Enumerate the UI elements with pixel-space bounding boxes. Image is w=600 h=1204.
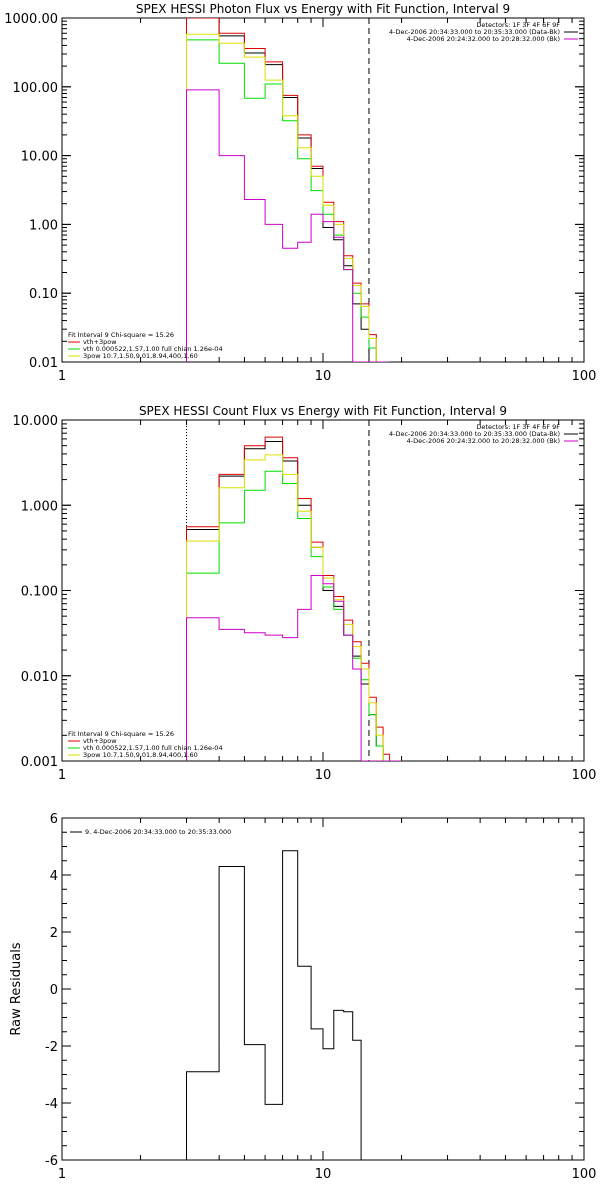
y-tick-label: 100.00 xyxy=(13,81,59,96)
x-tick-label: 100 xyxy=(572,1167,597,1182)
chart-panel-2: SPEX HESSI Count Flux vs Energy with Fit… xyxy=(13,404,597,783)
plot-frame xyxy=(61,817,585,1161)
x-tick-label: 10 xyxy=(315,1167,332,1182)
series-line-4 xyxy=(186,454,402,761)
y-tick-label: 1.00 xyxy=(29,218,58,233)
legend-text: vth+3pow xyxy=(83,737,117,745)
legend-text: 3pow 10.7,1.50,9.01,8.94,400,1.60 xyxy=(83,352,198,360)
legend-text: 9. 4-Dec-2006 20:34:33.000 to 20:35:33.0… xyxy=(85,828,231,836)
y-tick-label: 2 xyxy=(50,926,58,941)
legend-text: 4-Dec-2006 20:24:32.000 to 20:28:32.000 … xyxy=(407,35,560,43)
x-tick-label: 10 xyxy=(315,369,332,384)
legend-text: vth 0.000522,1.57,1.00 full chian 1.26e-… xyxy=(83,744,223,752)
series-line-1 xyxy=(186,850,362,1160)
legend-text: Fit Interval 9 Chi-square = 15.26 xyxy=(68,331,174,339)
chart-panel-3: 1 10 100 6 4 2 0 -2 -4 -6 Raw Residuals 9. 4-Dec-20… xyxy=(9,812,596,1182)
y-tick-label: -6 xyxy=(45,1154,58,1169)
series-group xyxy=(186,850,362,1160)
legend-text: Detectors: 1F 3F 4F 6F 9F xyxy=(476,21,560,29)
y-tick-label: 0.100 xyxy=(21,585,58,600)
chart-title: SPEX HESSI Photon Flux vs Energy with Fi… xyxy=(136,2,510,16)
legend-text: 3pow 10.7,1.50,9.01,8.94,400,1.60 xyxy=(83,751,198,759)
x-tick-label: 100 xyxy=(572,768,597,783)
x-tick-label: 10 xyxy=(315,768,332,783)
y-tick-label: 1.000 xyxy=(21,499,58,514)
series-line-5 xyxy=(186,89,390,362)
chart-title: SPEX HESSI Count Flux vs Energy with Fit… xyxy=(139,404,507,418)
chart-panel-1: SPEX HESSI Photon Flux vs Energy with Fi… xyxy=(4,2,596,384)
y-tick-label: 6 xyxy=(50,812,58,827)
series-line-5 xyxy=(186,575,402,761)
legend-text: 4-Dec-2006 20:34:33.000 to 20:35:33.000 … xyxy=(389,28,560,36)
y-tick-label: -2 xyxy=(45,1040,58,1055)
series-line-1 xyxy=(186,18,390,362)
y-tick-label: 0.010 xyxy=(21,670,58,685)
legend-text: Fit Interval 9 Chi-square = 15.26 xyxy=(68,730,174,738)
x-tick-label: 1 xyxy=(58,369,66,384)
y-tick-label: 10.00 xyxy=(21,150,58,165)
legend-text: vth+3pow xyxy=(83,338,117,346)
y-tick-label: -4 xyxy=(45,1097,58,1112)
x-tick-label: 1 xyxy=(58,1167,66,1182)
legend-text: Detectors: 1F 3F 4F 6F 9F xyxy=(476,423,560,431)
y-tick-label: 0.001 xyxy=(21,755,58,770)
y-tick-label: 0.01 xyxy=(29,356,58,371)
y-tick-label: 0 xyxy=(50,983,58,998)
series-line-2 xyxy=(186,18,390,362)
y-tick-label: 4 xyxy=(50,869,58,884)
y-axis-label: Raw Residuals xyxy=(9,942,24,1035)
legend-text: 4-Dec-2006 20:34:33.000 to 20:35:33.000 … xyxy=(389,430,560,438)
series-group xyxy=(186,18,390,362)
series-line-4 xyxy=(186,33,390,362)
x-tick-label: 100 xyxy=(572,369,597,384)
legend-text: 4-Dec-2006 20:24:32.000 to 20:28:32.000 … xyxy=(407,437,560,445)
y-tick-label: 0.10 xyxy=(29,287,58,302)
x-tick-label: 1 xyxy=(58,768,66,783)
y-tick-label: 1000.00 xyxy=(4,12,58,27)
series-group xyxy=(186,436,402,761)
y-tick-label: 10.000 xyxy=(13,414,59,429)
series-line-3 xyxy=(186,39,390,362)
legend-text: vth 0.000522,1.57,1.00 full chian 1.26e-… xyxy=(83,345,223,353)
